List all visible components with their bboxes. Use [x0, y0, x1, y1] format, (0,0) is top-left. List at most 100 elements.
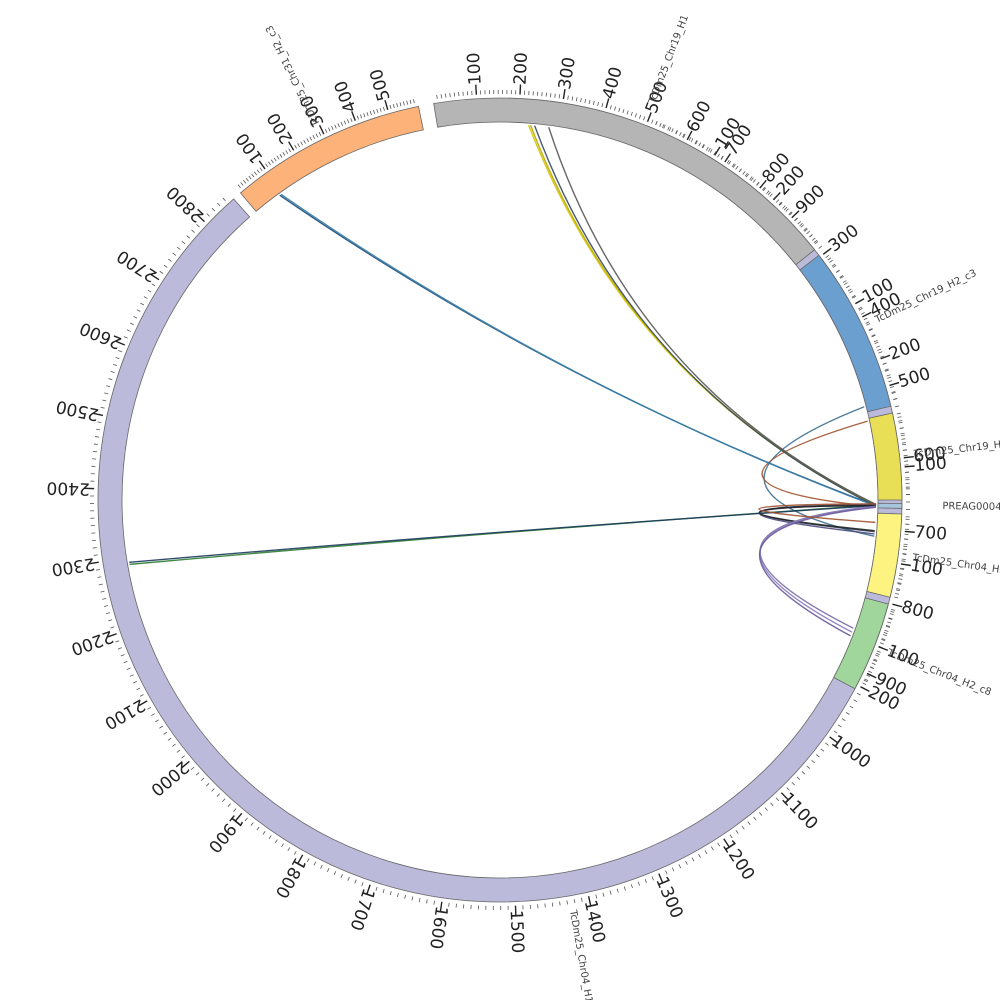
segment-tcdm25-chr04-h2-c8[interactable] [833, 597, 889, 690]
minor-tick [840, 275, 844, 279]
segment-tcdm25-chr19-h2-c3[interactable] [799, 254, 892, 413]
minor-tick [827, 257, 832, 261]
minor-tick [818, 245, 823, 249]
minor-tick [233, 808, 237, 812]
segment-tcdm25-chr19-h2-c5[interactable] [868, 412, 903, 501]
minor-tick [356, 115, 359, 120]
minor-tick [573, 899, 576, 904]
minor-tick [708, 147, 711, 152]
minor-tick [333, 871, 337, 876]
link-16[interactable] [758, 503, 876, 524]
minor-tick [887, 621, 892, 624]
minor-tick [151, 713, 155, 717]
minor-tick [265, 163, 269, 168]
minor-tick [852, 295, 857, 299]
minor-tick [580, 98, 582, 103]
minor-tick [259, 167, 263, 172]
segment-tcdm25-chr04-h1-c1[interactable] [97, 125, 903, 903]
minor-tick [741, 825, 745, 830]
minor-tick [115, 356, 120, 360]
minor-tick [887, 376, 892, 379]
minor-tick [440, 94, 443, 99]
minor-tick [853, 699, 858, 702]
minor-tick [709, 148, 713, 153]
tick-label: 100 [232, 129, 267, 167]
minor-tick [108, 619, 113, 622]
link-8[interactable] [129, 504, 877, 566]
minor-tick [891, 392, 896, 394]
major-tick [150, 273, 160, 281]
minor-tick [801, 771, 806, 775]
minor-tick [105, 612, 111, 615]
link-2[interactable] [529, 124, 877, 506]
minor-tick [288, 148, 292, 153]
minor-tick [244, 817, 248, 822]
minor-tick [575, 97, 578, 102]
minor-tick [155, 719, 159, 723]
minor-tick [655, 121, 658, 126]
minor-tick [860, 312, 865, 315]
minor-tick [782, 205, 786, 209]
link-4[interactable] [533, 125, 877, 507]
minor-tick [871, 334, 876, 338]
minor-tick [811, 760, 815, 764]
minor-tick [866, 323, 871, 326]
minor-tick [163, 731, 168, 735]
minor-tick [849, 290, 853, 294]
link-9[interactable] [129, 504, 877, 564]
minor-tick [273, 157, 277, 162]
segment-preag0004[interactable] [877, 502, 903, 509]
link-1[interactable] [761, 420, 877, 508]
minor-tick [418, 897, 421, 903]
major-tick [646, 112, 652, 123]
link-5[interactable] [548, 126, 877, 506]
major-tick [658, 873, 664, 884]
tick-label: 2300 [50, 553, 96, 579]
minor-tick [698, 853, 701, 858]
minor-tick [132, 680, 137, 684]
minor-tick [392, 104, 395, 109]
minor-tick [750, 177, 754, 182]
minor-tick [845, 712, 850, 715]
link-3[interactable] [527, 124, 877, 507]
segment-tcdm25-chr04-h2-c9[interactable] [866, 512, 903, 598]
minor-tick [181, 755, 185, 759]
minor-tick [129, 322, 134, 326]
minor-tick [315, 133, 319, 138]
minor-tick [328, 127, 331, 132]
minor-tick [843, 282, 848, 286]
major-tick [351, 111, 356, 121]
minor-tick [866, 674, 871, 678]
major-tick [829, 736, 839, 744]
major-tick [724, 153, 731, 163]
segment-tcdm25-chr31-h2-c3[interactable] [239, 105, 424, 212]
minor-tick [389, 104, 392, 109]
minor-tick [899, 573, 904, 575]
minor-tick [770, 802, 774, 806]
segment-tcdm25-chr19-h1[interactable] [433, 97, 816, 266]
minor-tick [630, 884, 633, 889]
minor-tick [303, 139, 306, 144]
minor-tick [343, 120, 347, 125]
minor-tick [196, 224, 200, 228]
link-15[interactable] [758, 506, 877, 637]
minor-tick [702, 144, 705, 149]
link-12[interactable] [758, 504, 876, 532]
minor-tick [211, 207, 216, 212]
minor-tick [95, 569, 101, 571]
major-tick [862, 311, 872, 318]
minor-tick [874, 341, 879, 345]
minor-tick [772, 196, 777, 200]
minor-tick [863, 679, 868, 683]
minor-tick [735, 830, 739, 834]
minor-tick [842, 280, 847, 284]
minor-tick [413, 99, 415, 104]
minor-tick [100, 406, 105, 409]
minor-tick [863, 317, 868, 321]
minor-tick [634, 113, 637, 118]
minor-tick [211, 788, 215, 792]
minor-tick [102, 399, 107, 402]
link-7[interactable] [280, 193, 877, 507]
minor-tick [190, 766, 195, 770]
minor-tick [609, 105, 612, 110]
